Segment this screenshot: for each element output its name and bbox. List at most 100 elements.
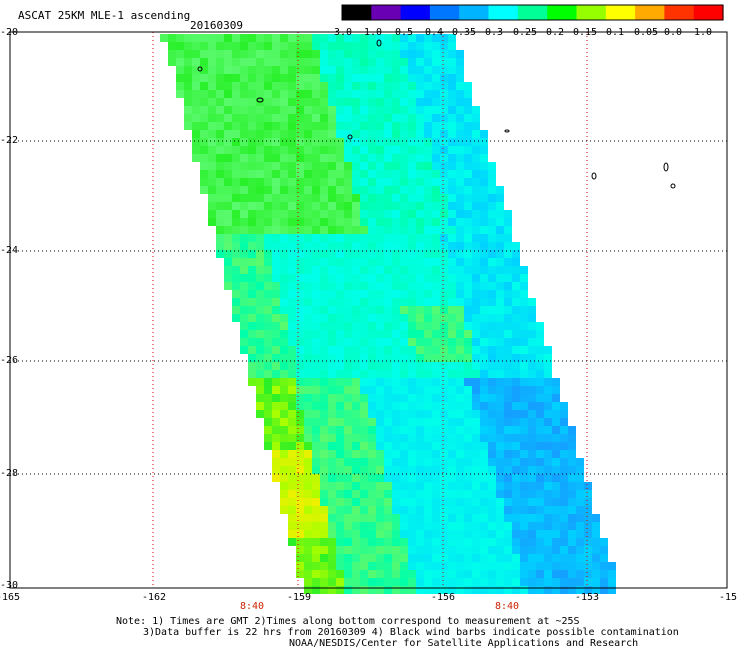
- swath-cell: [472, 578, 480, 586]
- swath-cell: [432, 98, 440, 106]
- swath-cell: [176, 50, 184, 58]
- swath-cell: [400, 418, 408, 426]
- swath-cell: [304, 386, 312, 394]
- swath-cell: [504, 226, 512, 234]
- swath-cell: [336, 410, 344, 418]
- swath-cell: [528, 498, 536, 506]
- swath-cell: [464, 130, 472, 138]
- swath-cell: [264, 82, 272, 90]
- swath-cell: [384, 370, 392, 378]
- swath-cell: [328, 546, 336, 554]
- swath-cell: [264, 386, 272, 394]
- swath-cell: [520, 578, 528, 586]
- swath-cell: [440, 234, 448, 242]
- swath-cell: [568, 466, 576, 474]
- swath-cell: [352, 418, 360, 426]
- swath-cell: [528, 410, 536, 418]
- swath-cell: [472, 218, 480, 226]
- swath-cell: [360, 314, 368, 322]
- swath-cell: [320, 194, 328, 202]
- swath-cell: [232, 250, 240, 258]
- swath-cell: [448, 74, 456, 82]
- swath-cell: [208, 114, 216, 122]
- swath-cell: [296, 562, 304, 570]
- swath-cell: [368, 282, 376, 290]
- swath-cell: [360, 98, 368, 106]
- swath-cell: [208, 130, 216, 138]
- swath-cell: [512, 442, 520, 450]
- swath-cell: [504, 234, 512, 242]
- swath-cell: [520, 482, 528, 490]
- swath-cell: [488, 362, 496, 370]
- swath-cell: [424, 218, 432, 226]
- swath-cell: [400, 50, 408, 58]
- swath-cell: [480, 274, 488, 282]
- swath-cell: [504, 258, 512, 266]
- swath-cell: [432, 530, 440, 538]
- swath-cell: [568, 458, 576, 466]
- swath-cell: [304, 378, 312, 386]
- swath-cell: [560, 554, 568, 562]
- swath-cell: [328, 162, 336, 170]
- swath-cell: [312, 274, 320, 282]
- swath-cell: [272, 306, 280, 314]
- swath-cell: [272, 170, 280, 178]
- swath-cell: [568, 474, 576, 482]
- swath-cell: [488, 442, 496, 450]
- swath-cell: [328, 210, 336, 218]
- swath-cell: [360, 138, 368, 146]
- swath-cell: [320, 122, 328, 130]
- swath-cell: [288, 450, 296, 458]
- swath-cell: [456, 394, 464, 402]
- swath-cell: [384, 538, 392, 546]
- swath-cell: [264, 146, 272, 154]
- swath-cell: [264, 250, 272, 258]
- swath-cell: [376, 66, 384, 74]
- swath-cell: [552, 426, 560, 434]
- swath-cell: [504, 338, 512, 346]
- swath-cell: [504, 514, 512, 522]
- swath-cell: [496, 210, 504, 218]
- swath-cell: [432, 386, 440, 394]
- swath-cell: [416, 202, 424, 210]
- swath-cell: [192, 122, 200, 130]
- swath-cell: [464, 546, 472, 554]
- swath-cell: [352, 42, 360, 50]
- swath-cell: [424, 106, 432, 114]
- swath-cell: [416, 298, 424, 306]
- swath-cell: [264, 258, 272, 266]
- swath-cell: [200, 42, 208, 50]
- swath-cell: [416, 162, 424, 170]
- swath-cell: [392, 338, 400, 346]
- swath-cell: [416, 130, 424, 138]
- swath-cell: [480, 170, 488, 178]
- swath-cell: [432, 514, 440, 522]
- swath-cell: [416, 402, 424, 410]
- swath-cell: [360, 442, 368, 450]
- swath-cell: [352, 138, 360, 146]
- swath-cell: [336, 106, 344, 114]
- swath-cell: [328, 378, 336, 386]
- swath-cell: [280, 130, 288, 138]
- swath-cell: [360, 162, 368, 170]
- swath-cell: [440, 250, 448, 258]
- swath-cell: [296, 274, 304, 282]
- swath-cell: [224, 98, 232, 106]
- swath-cell: [248, 362, 256, 370]
- swath-cell: [376, 402, 384, 410]
- swath-cell: [544, 378, 552, 386]
- swath-cell: [480, 522, 488, 530]
- swath-cell: [536, 514, 544, 522]
- swath-cell: [312, 506, 320, 514]
- swath-cell: [344, 434, 352, 442]
- swath-cell: [448, 418, 456, 426]
- swath-cell: [416, 194, 424, 202]
- swath-cell: [560, 538, 568, 546]
- swath-cell: [424, 370, 432, 378]
- swath-cell: [424, 450, 432, 458]
- swath-cell: [448, 218, 456, 226]
- swath-cell: [368, 586, 376, 594]
- swath-cell: [224, 34, 232, 42]
- swath-cell: [336, 538, 344, 546]
- swath-cell: [424, 346, 432, 354]
